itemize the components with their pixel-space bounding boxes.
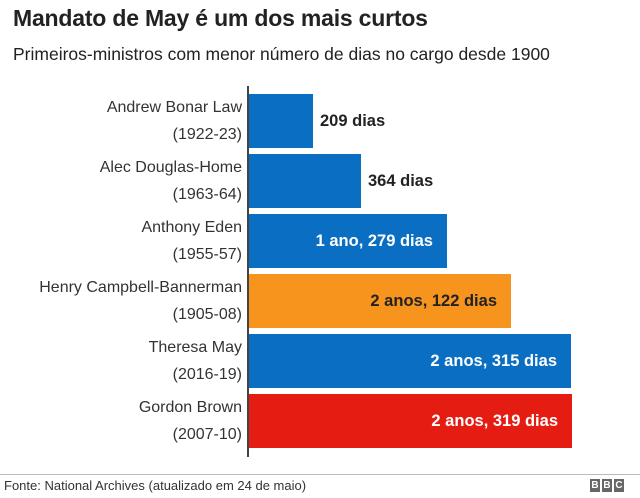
pm-name: Anthony Eden bbox=[141, 219, 242, 236]
category-label: Andrew Bonar Law (1922-23) bbox=[2, 94, 242, 148]
bar-row: Alec Douglas-Home (1963-64) 364 dias bbox=[0, 154, 640, 208]
value-label: 2 anos, 319 dias bbox=[431, 412, 558, 430]
bar-row: Gordon Brown (2007-10) 2 anos, 319 dias bbox=[0, 394, 640, 448]
bar bbox=[249, 334, 571, 388]
pm-years: (2016-19) bbox=[172, 366, 242, 383]
category-label: Anthony Eden (1955-57) bbox=[2, 214, 242, 268]
source-note: Fonte: National Archives (atualizado em … bbox=[4, 478, 307, 493]
pm-years: (2007-10) bbox=[172, 426, 242, 443]
bar bbox=[249, 94, 313, 148]
bbc-logo-letter: B bbox=[590, 479, 600, 492]
pm-years: (1955-57) bbox=[172, 246, 242, 263]
pm-years: (1922-23) bbox=[172, 126, 242, 143]
footer-divider bbox=[0, 474, 640, 475]
chart-title: Mandato de May é um dos mais curtos bbox=[13, 5, 428, 31]
pm-name: Henry Campbell-Bannerman bbox=[39, 279, 242, 296]
value-label: 2 anos, 122 dias bbox=[370, 292, 497, 310]
value-label: 1 ano, 279 dias bbox=[315, 232, 433, 250]
category-label: Alec Douglas-Home (1963-64) bbox=[2, 154, 242, 208]
bbc-logo-letter: C bbox=[614, 479, 624, 492]
pm-name: Theresa May bbox=[148, 339, 242, 356]
bar bbox=[249, 154, 361, 208]
pm-years: (1905-08) bbox=[172, 306, 242, 323]
pm-name: Alec Douglas-Home bbox=[99, 159, 242, 176]
value-label: 209 dias bbox=[320, 112, 386, 130]
bbc-logo: B B C bbox=[590, 479, 624, 492]
bar bbox=[249, 394, 572, 448]
pm-years: (1963-64) bbox=[172, 186, 242, 203]
bar-row: Anthony Eden (1955-57) 1 ano, 279 dias bbox=[0, 214, 640, 268]
value-label: 2 anos, 315 dias bbox=[430, 352, 557, 370]
value-label: 364 dias bbox=[368, 172, 434, 190]
y-axis-line bbox=[247, 86, 249, 457]
bar bbox=[249, 274, 511, 328]
bar-row: Henry Campbell-Bannerman (1905-08) 2 anos,… bbox=[0, 274, 640, 328]
bar bbox=[249, 214, 447, 268]
chart-subtitle: Primeiros-ministros com menor número de … bbox=[13, 44, 550, 64]
bbc-logo-letter: B bbox=[602, 479, 612, 492]
category-label: Henry Campbell-Bannerman (1905-08) bbox=[2, 274, 242, 328]
pm-name: Andrew Bonar Law bbox=[106, 99, 242, 116]
category-label: Gordon Brown (2007-10) bbox=[2, 394, 242, 448]
bar-row: Andrew Bonar Law (1922-23) 209 dias bbox=[0, 94, 640, 148]
pm-name: Gordon Brown bbox=[138, 399, 242, 416]
category-label: Theresa May (2016-19) bbox=[2, 334, 242, 388]
bar-row: Theresa May (2016-19) 2 anos, 315 dias bbox=[0, 334, 640, 388]
